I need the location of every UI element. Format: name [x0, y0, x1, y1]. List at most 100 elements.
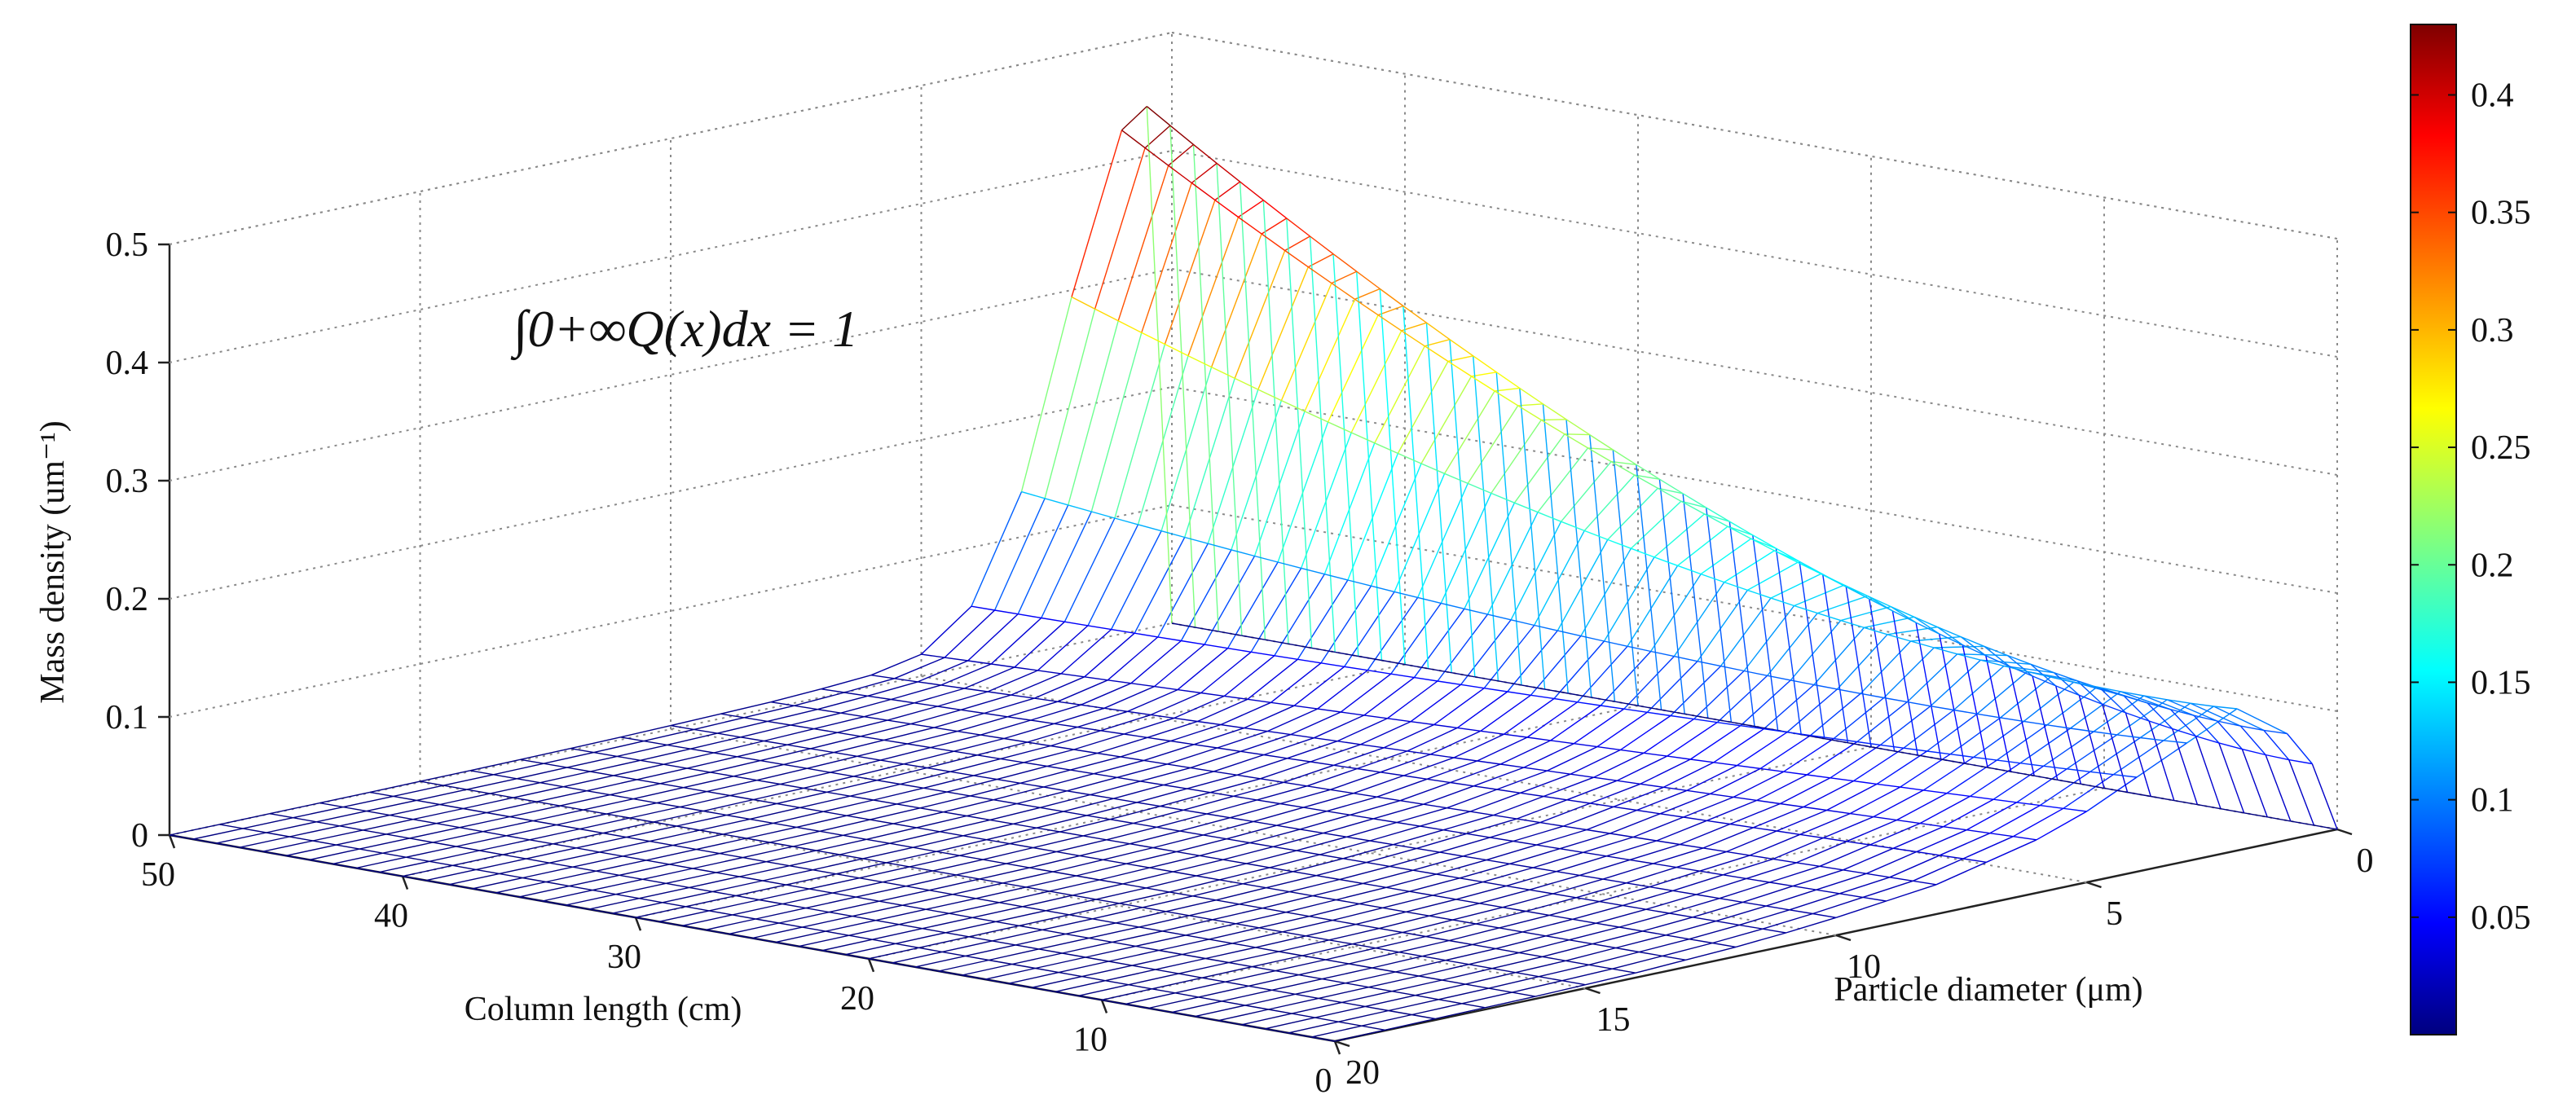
mesh-line — [965, 944, 1016, 957]
mesh-line — [941, 940, 993, 953]
mesh-line — [472, 877, 523, 890]
mesh-line — [1417, 596, 1442, 605]
mesh-line — [962, 974, 986, 980]
mesh-line — [1813, 627, 1865, 685]
mesh-line — [615, 894, 640, 899]
mesh-line — [1018, 613, 1041, 619]
diameter-tick-mark — [1334, 1040, 1350, 1048]
mesh-line — [1477, 760, 1501, 765]
mesh-line — [1429, 903, 1480, 917]
mesh-line — [708, 899, 760, 912]
mesh-line — [1396, 807, 1447, 824]
mesh-line — [1400, 800, 1424, 805]
mesh-line — [1142, 907, 1166, 912]
mesh-line — [1025, 886, 1050, 892]
mesh-line — [1401, 330, 1425, 347]
mesh-line — [1472, 943, 1496, 950]
mesh-line — [493, 763, 544, 776]
mesh-line — [545, 870, 597, 883]
mesh-line — [1447, 807, 1471, 812]
mesh-line — [1940, 855, 1964, 860]
mesh-line — [1566, 799, 1591, 804]
mesh-line — [1307, 266, 1332, 284]
mesh-line — [1377, 314, 1402, 332]
mesh-line — [782, 892, 833, 905]
mesh-line — [1869, 599, 1896, 752]
mesh-line — [1896, 793, 1948, 821]
mesh-line — [1138, 524, 1162, 532]
mesh-line — [1198, 985, 1249, 998]
mesh-line — [1132, 953, 1182, 966]
mesh-line — [1101, 999, 1125, 1005]
mesh-line — [1752, 534, 1779, 731]
mesh-line — [2288, 759, 2315, 826]
mesh-line — [957, 716, 1008, 732]
mesh-line — [1700, 538, 1752, 575]
mesh-line — [870, 807, 921, 820]
mesh-line — [592, 889, 616, 895]
mesh-line — [957, 730, 981, 736]
mesh-line — [1402, 306, 1429, 669]
mesh-line — [808, 888, 833, 894]
mesh-line — [1710, 793, 1734, 798]
mesh-line — [1331, 283, 1355, 300]
mesh-line — [1940, 833, 1991, 856]
mesh-line — [1063, 798, 1114, 812]
mesh-line — [1659, 813, 1684, 818]
mesh-line — [1209, 792, 1234, 797]
mesh-line — [1892, 826, 1944, 849]
mesh-line — [1138, 926, 1163, 932]
mesh-line — [910, 709, 962, 725]
mesh-line — [1248, 974, 1299, 987]
mesh-line — [1169, 891, 1193, 897]
mesh-line — [642, 878, 667, 884]
mesh-line — [1241, 1024, 1266, 1030]
mesh-line — [1919, 822, 1944, 828]
mesh-line — [583, 798, 634, 811]
mesh-line — [796, 826, 821, 832]
mesh-line — [1266, 708, 1318, 732]
mesh-line — [1587, 447, 1612, 463]
mesh-line — [1796, 862, 1821, 867]
mesh-line — [716, 872, 740, 877]
mesh-line — [870, 675, 895, 679]
mesh-line — [983, 859, 1006, 864]
mesh-line — [636, 779, 661, 785]
mesh-line — [1033, 846, 1057, 853]
mesh-line — [1041, 918, 1093, 930]
mesh-line — [1645, 908, 1670, 914]
mesh-line — [1537, 447, 1589, 513]
box-edge — [169, 32, 1173, 245]
mesh-line — [845, 943, 896, 956]
mesh-line — [1373, 818, 1398, 824]
mesh-line — [2089, 771, 2114, 776]
mesh-line — [1420, 376, 1473, 464]
mesh-line — [1369, 840, 1394, 846]
mesh-line — [1247, 658, 1298, 700]
mesh-line — [1230, 817, 1254, 823]
mesh-line — [773, 811, 824, 824]
colorbar-tick-label: 0.25 — [2471, 429, 2531, 467]
mesh-line — [1090, 794, 1114, 799]
mesh-line — [1906, 653, 1958, 703]
mesh-line — [1532, 851, 1583, 868]
mesh-line — [269, 813, 293, 819]
mesh-line — [1510, 521, 1562, 621]
mesh-line — [1223, 655, 1275, 697]
mesh-line — [1369, 825, 1420, 842]
mesh-line — [891, 698, 915, 704]
mesh-line — [1093, 759, 1144, 775]
mesh-line — [1120, 756, 1144, 762]
mesh-line — [1564, 433, 1588, 449]
mesh-line — [1677, 525, 1728, 566]
mesh-line — [566, 904, 589, 910]
mesh-line — [1534, 624, 1558, 631]
mesh-line — [390, 803, 440, 816]
mesh-line — [1382, 895, 1433, 908]
mesh-line — [1529, 874, 1580, 890]
mesh-line — [1813, 684, 1838, 690]
mesh-line — [950, 771, 974, 776]
mesh-line — [1472, 931, 1523, 946]
mesh-line — [599, 851, 623, 857]
